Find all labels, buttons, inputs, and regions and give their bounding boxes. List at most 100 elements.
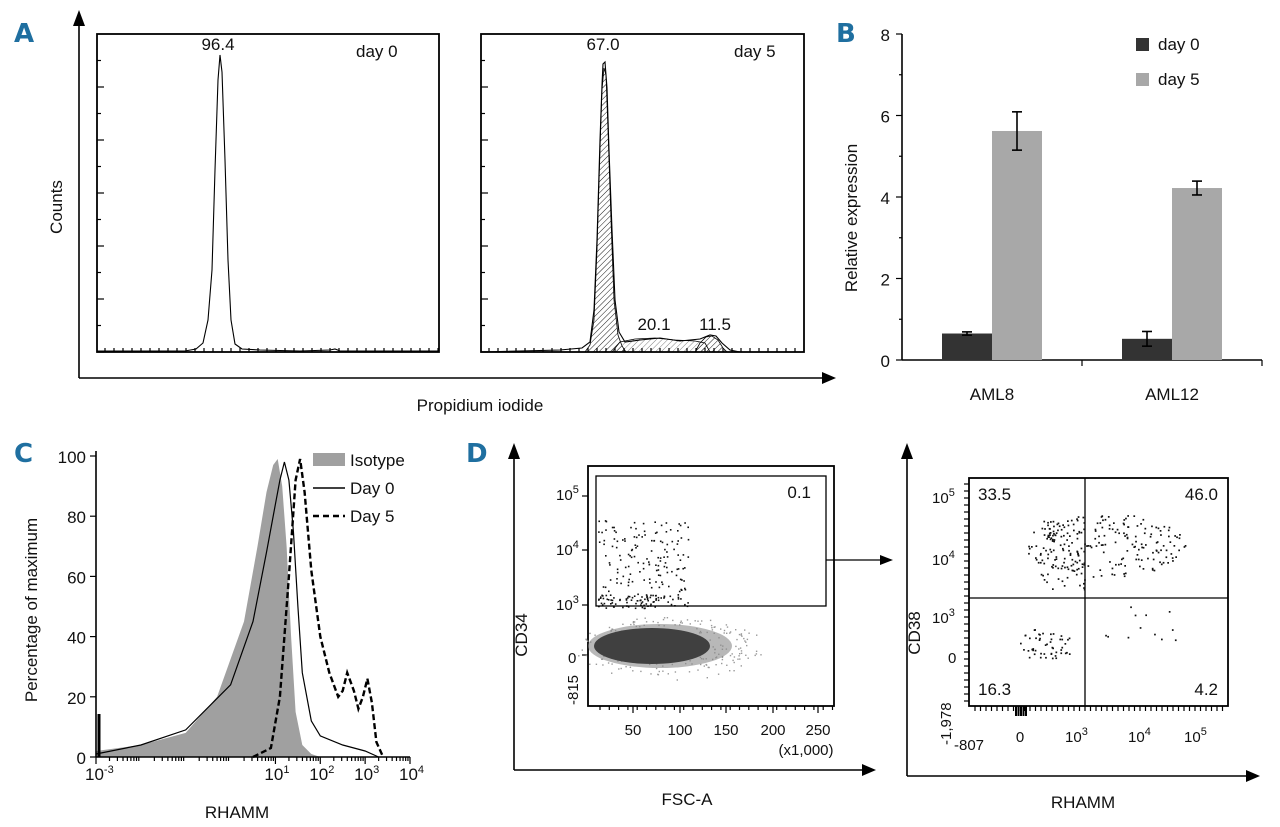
panel-d1-dot (642, 562, 645, 565)
panel-d1-dot (605, 607, 608, 609)
panel-d2-dot (1143, 532, 1146, 535)
panel-d1-dot (682, 567, 684, 570)
panel-d1-dot (603, 602, 606, 605)
panel-d1-dot-halo (650, 673, 652, 675)
panel-d1-dot (615, 546, 618, 549)
panel-d2-dot (1071, 569, 1074, 572)
panel-d1-dot (677, 594, 680, 596)
panel-b-bar (992, 130, 1042, 360)
panel-d2-dot (1062, 524, 1064, 526)
panel-d2-dot (1074, 560, 1077, 563)
panel-d1-dot (657, 569, 660, 571)
panel-a-day5-peak-label-3: 11.5 (699, 315, 731, 334)
panel-d2-dot (1050, 633, 1052, 636)
panel-d1-dot (672, 598, 674, 601)
panel-d2-dot (1140, 559, 1143, 561)
panel-d1-dot-halo (707, 666, 709, 669)
panel-d2-dot (1083, 522, 1086, 524)
panel-d2-dot (1144, 527, 1147, 530)
panel-d1-dot (616, 582, 618, 584)
panel-d1-dot-halo (740, 634, 742, 636)
panel-a-day5-ticks (481, 59, 796, 353)
panel-d2-dot (1083, 582, 1085, 585)
panel-d1-dot (657, 599, 660, 602)
panel-d2-dot (1157, 527, 1160, 530)
panel-d1-dot (635, 536, 638, 539)
panel-d2-dot (1174, 535, 1176, 537)
panel-d1-dot (671, 540, 674, 543)
panel-d2-dot (1076, 537, 1079, 540)
panel-d2-dot (1035, 557, 1037, 559)
panel-d2-dot (1120, 563, 1122, 565)
panel-d1-dot-halo (636, 618, 638, 620)
panel-d1-dot-halo (674, 671, 677, 673)
panel-d1-dot (630, 556, 633, 559)
panel-d2-dot (1124, 535, 1126, 537)
panel-d1-dot-halo (645, 621, 648, 623)
panel-d1-dot-halo (667, 673, 669, 675)
panel-d2-dot (1100, 544, 1103, 546)
panel-d2-dot (1118, 563, 1120, 566)
panel-d2-dot (1035, 637, 1037, 640)
panel-d2-dot (1050, 521, 1052, 523)
panel-d2-dot (1052, 647, 1054, 650)
panel-d2-dot (1083, 550, 1086, 553)
panel-d1-dot (679, 578, 682, 581)
panel-d1-dot-halo (630, 623, 632, 626)
panel-d2-dot (1094, 537, 1097, 540)
panel-d2-dot (1066, 532, 1069, 535)
panel-d1-dot (598, 531, 600, 533)
panel-d2-dot (1054, 565, 1057, 568)
panel-d1-dot (655, 594, 657, 597)
panel-d1-dot-halo (694, 620, 696, 622)
panel-d1-dot (673, 548, 675, 551)
panel-d1-dot-halo (710, 624, 713, 627)
panel-d1-dot (600, 602, 603, 605)
panel-d2-dot (1035, 558, 1038, 561)
panel-c-series-day5 (252, 458, 385, 759)
panel-label-a: A (14, 19, 34, 49)
panel-d1-dot (608, 590, 610, 593)
panel-a-day0-frame (96, 33, 440, 353)
panel-d1-dot (624, 540, 626, 542)
panel-d2-dot (1136, 554, 1139, 556)
panel-d2-dot (1152, 558, 1155, 561)
panel-d2-dot (1054, 534, 1057, 537)
panel-d1-dot (684, 522, 686, 524)
panel-d2-dot (1131, 543, 1134, 546)
panel-d2-xtick-1e5: 105 (1184, 726, 1207, 746)
panel-d1-dot-halo (676, 679, 678, 681)
panel-d1-dot (682, 554, 685, 556)
panel-d1-dot (675, 574, 678, 577)
panel-d2-dot (1108, 528, 1111, 530)
panel-d2-dot (1068, 545, 1070, 547)
panel-d2-dot (1071, 542, 1073, 544)
panel-d1-dot-halo (686, 619, 689, 621)
panel-d2-dot (1077, 567, 1080, 570)
panel-d1-dot (681, 579, 683, 581)
panel-c-series-isotype (96, 459, 321, 757)
panel-d2-dot (1063, 534, 1065, 537)
panel-d1-dot (641, 606, 644, 609)
panel-d2-dot (1173, 545, 1176, 547)
panel-d2-dot (1122, 522, 1125, 525)
panel-d1-dot-halo (745, 641, 747, 643)
panel-d1-dot (677, 530, 679, 532)
panel-d1-dot (666, 543, 669, 546)
panel-d2-dot (1152, 551, 1154, 554)
panel-b-bar (1122, 338, 1172, 360)
panel-c-xtick-label: 10-3 (85, 764, 114, 784)
panel-d2-dot (1052, 566, 1054, 569)
panel-d1-dot (642, 567, 645, 570)
panel-d2-dot (1077, 553, 1079, 555)
panel-d2-dot (1087, 545, 1090, 547)
panel-d1-dot (663, 597, 665, 599)
panel-d2-dot (1099, 569, 1102, 571)
panel-d1-dot (680, 537, 683, 539)
panel-d1-dot-halo (747, 657, 749, 659)
panel-d1-dot-halo (589, 663, 591, 665)
panel-d1-dot-halo (721, 658, 724, 661)
panel-d2-dot (1138, 548, 1140, 551)
panel-d1-dot (657, 596, 660, 599)
panel-d2-dot (1160, 534, 1162, 536)
